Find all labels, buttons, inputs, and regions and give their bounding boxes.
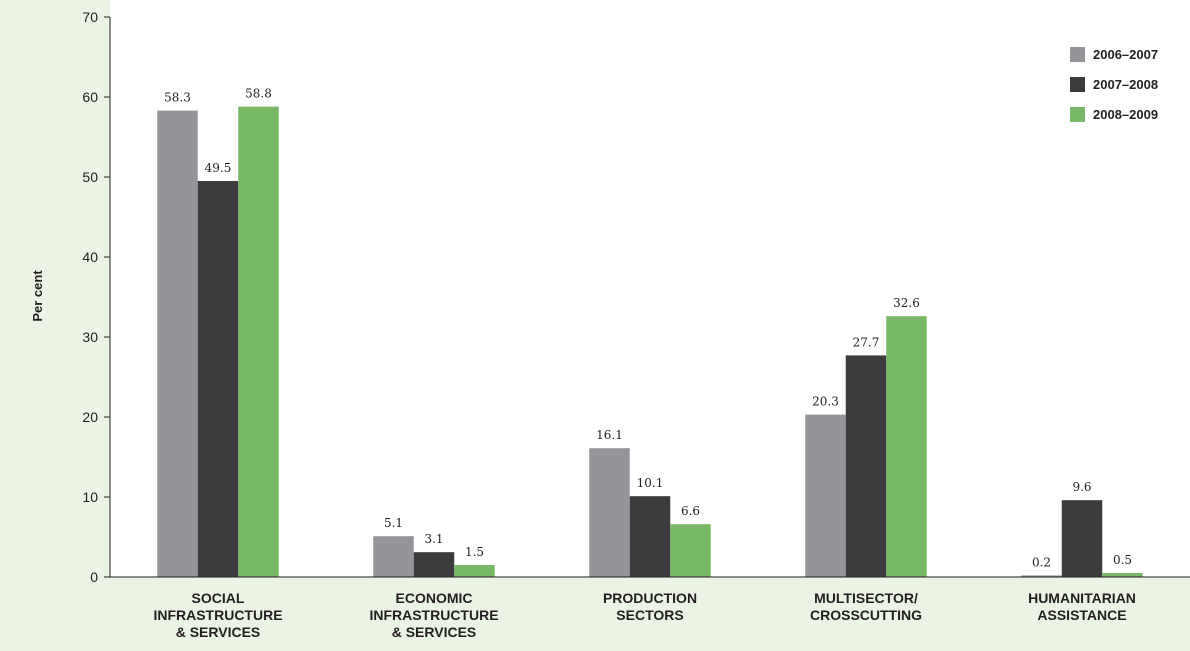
bar [454, 565, 495, 577]
x-category-label-line: MULTISECTOR/ [814, 590, 918, 606]
x-category-label-line: CROSSCUTTING [810, 607, 922, 623]
y-tick-label: 10 [82, 489, 98, 505]
data-label: 5.1 [384, 516, 403, 530]
bar [238, 106, 279, 577]
legend-swatch [1070, 77, 1085, 92]
bar [1021, 575, 1062, 577]
bar [1102, 573, 1143, 577]
y-tick-label: 40 [82, 249, 98, 265]
x-category-label-line: ECONOMIC [396, 590, 473, 606]
data-label: 6.6 [681, 504, 700, 518]
y-tick-label: 30 [82, 329, 98, 345]
x-category-label-line: PRODUCTION [603, 590, 697, 606]
legend-label: 2006–2007 [1093, 47, 1158, 62]
x-category-label: SOCIAL INFRASTRUCTURE & SERVICES [153, 590, 282, 640]
data-label: 49.5 [205, 161, 232, 175]
x-category-label-line: SOCIAL [192, 590, 245, 606]
y-tick-label: 0 [90, 569, 98, 585]
data-label: 1.5 [465, 545, 484, 559]
bar [670, 524, 711, 577]
y-tick-label: 70 [82, 9, 98, 25]
x-category-label-line: SECTORS [616, 607, 683, 623]
legend: 2006–2007 2007–2008 2008–2009 [1070, 47, 1158, 122]
bar [413, 552, 455, 577]
legend-label: 2007–2008 [1093, 77, 1158, 92]
y-tick-label: 50 [82, 169, 98, 185]
data-label: 16.1 [596, 428, 623, 442]
data-label: 58.3 [164, 91, 191, 105]
y-tick-label: 20 [82, 409, 98, 425]
legend-swatch [1070, 107, 1085, 122]
x-category-label-line: HUMANITARIAN [1028, 590, 1136, 606]
data-label: 32.6 [893, 296, 920, 310]
y-axis: 0 10 20 30 40 50 60 70 [82, 9, 111, 585]
data-label: 3.1 [424, 532, 443, 546]
plot-area [110, 0, 1190, 577]
data-label: 58.8 [245, 87, 272, 101]
legend-swatch [1070, 47, 1085, 62]
y-tick-label: 60 [82, 89, 98, 105]
bar [157, 110, 198, 577]
bar [805, 414, 846, 577]
x-category-label-line: & SERVICES [176, 624, 261, 640]
y-axis-label: Per cent [30, 270, 45, 322]
x-category-label-line: ASSISTANCE [1037, 607, 1126, 623]
x-category-label: ECONOMIC INFRASTRUCTURE & SERVICES [369, 590, 498, 640]
data-label: 10.1 [637, 476, 664, 490]
bar [845, 355, 887, 577]
data-label: 27.7 [853, 335, 880, 349]
data-label: 0.5 [1113, 553, 1132, 567]
legend-label: 2008–2009 [1093, 107, 1158, 122]
x-category-label: MULTISECTOR/CROSSCUTTING [810, 590, 922, 623]
bar [589, 448, 630, 577]
x-category-label-line: & SERVICES [392, 624, 477, 640]
bar [1061, 500, 1103, 577]
bar [629, 496, 671, 577]
x-category-label: HUMANITARIAN ASSISTANCE [1028, 590, 1136, 623]
x-category-label: PRODUCTION SECTORS [603, 590, 697, 623]
data-label: 0.2 [1032, 555, 1051, 569]
bar [886, 316, 927, 577]
data-label: 20.3 [812, 395, 839, 409]
bar [197, 181, 239, 577]
data-labels: 58.3 49.5 58.8 5.1 3.1 1.5 16.1 10.1 6.6 20.3 27.7… [164, 87, 1132, 570]
bar [373, 536, 414, 577]
x-category-label-line: INFRASTRUCTURE [153, 607, 282, 623]
data-label: 9.6 [1072, 480, 1091, 494]
x-category-label-line: INFRASTRUCTURE [369, 607, 498, 623]
bars [157, 106, 1143, 577]
